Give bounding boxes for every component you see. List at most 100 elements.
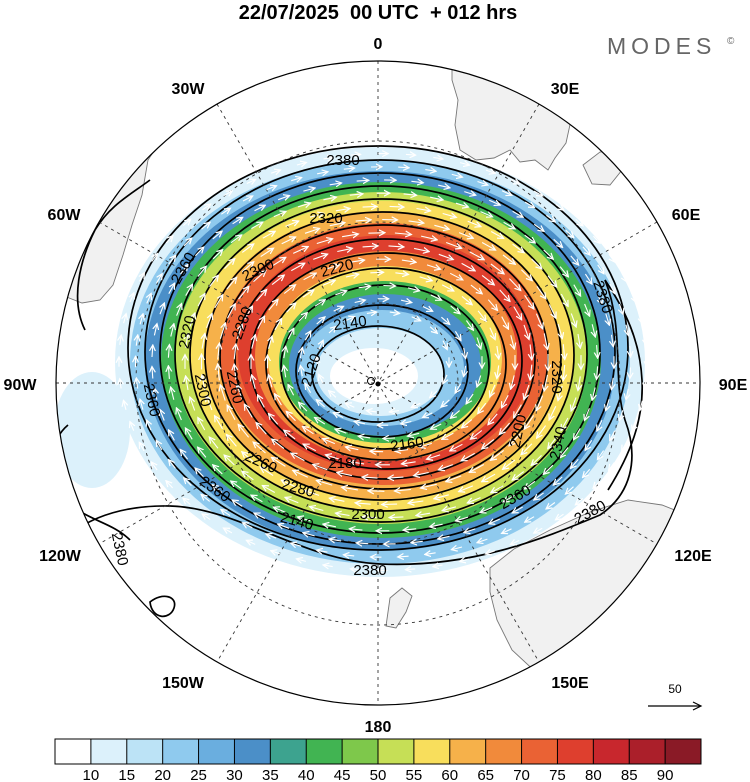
wind-arrow xyxy=(303,533,315,536)
wind-arrow xyxy=(575,219,583,226)
wind-arrow xyxy=(189,314,195,327)
wind-arrow xyxy=(165,236,172,244)
wind-arrow xyxy=(298,313,307,322)
wind-arrow xyxy=(205,314,212,329)
wind-arrow xyxy=(608,253,615,262)
wind-arrow xyxy=(534,528,543,533)
wind-arrow xyxy=(305,384,312,393)
wind-arrow xyxy=(482,438,495,448)
colorbar-tick-label: 10 xyxy=(83,767,100,782)
longitude-label-30e: 30E xyxy=(551,81,580,98)
longitude-label-30w: 30W xyxy=(172,81,206,98)
wind-arrow xyxy=(370,451,384,452)
wind-arrow xyxy=(441,284,453,291)
wind-arrow xyxy=(584,303,590,316)
wind-arrow xyxy=(171,388,174,400)
contour-label: 2380 xyxy=(108,531,132,567)
wind-arrow xyxy=(395,273,408,275)
wind-arrow xyxy=(566,486,574,494)
wind-arrow xyxy=(466,393,474,403)
wind-arrow xyxy=(455,203,468,207)
wind-arrow xyxy=(317,400,325,408)
wind-arrow xyxy=(632,293,636,302)
wind-arrow xyxy=(337,473,353,476)
wind-arrow xyxy=(441,399,450,407)
wind-arrow xyxy=(349,194,363,195)
contour-label-group: 2320 xyxy=(309,210,342,227)
wind-arrow xyxy=(389,312,399,313)
wind-arrow xyxy=(592,235,599,243)
wind-arrow xyxy=(278,524,290,528)
wind-arrow xyxy=(543,249,553,259)
wind-arrow xyxy=(246,180,255,184)
geopotential-contours xyxy=(56,145,644,618)
wind-arrow xyxy=(429,197,443,200)
wind-arrow xyxy=(291,178,301,181)
wind-arrow xyxy=(212,250,222,260)
contour-label-group: 2180 xyxy=(328,455,361,472)
wind-arrow xyxy=(237,385,243,400)
wind-arrow xyxy=(291,543,302,546)
colorbar: 10 15 20 25 30 35 40 45 50 55 60 65 70 75 80 85 90 xyxy=(54,738,702,782)
wind-arrow xyxy=(488,200,500,205)
wind-arrow xyxy=(319,341,323,350)
wind-arrow xyxy=(271,275,284,286)
wind-arrow xyxy=(309,214,323,218)
wind-arrow xyxy=(256,423,267,435)
wind-arrow xyxy=(546,214,555,221)
wind-arrow xyxy=(253,271,266,283)
wind-arrow xyxy=(232,218,243,225)
wind-arrow xyxy=(197,294,205,307)
wind-arrow xyxy=(130,422,134,431)
colorbar-tick-label: 75 xyxy=(549,767,566,782)
colorbar-tick-label: 25 xyxy=(190,767,207,782)
wind-arrow xyxy=(272,439,285,450)
wind-arrow xyxy=(533,223,543,231)
wind-arrow xyxy=(429,326,437,333)
wind-arrow xyxy=(502,395,509,407)
wind-arrow xyxy=(464,365,466,376)
contour-label: 2300 xyxy=(351,506,384,523)
longitude-label-0: 0 xyxy=(374,36,383,53)
wind-arrow xyxy=(220,385,226,401)
wind-arrow xyxy=(502,254,515,264)
wind-arrow xyxy=(336,513,350,515)
contour-label-group: 2360 xyxy=(140,382,164,418)
wind-arrow xyxy=(471,430,483,439)
wind-arrow xyxy=(461,295,472,304)
wind-arrow xyxy=(255,290,266,302)
wind-arrow xyxy=(401,422,412,424)
colorbar-tick-label: 65 xyxy=(477,767,494,782)
wind-arrow xyxy=(626,324,628,335)
wind-arrow xyxy=(497,365,499,378)
wind-arrow xyxy=(534,492,544,500)
wind-arrow xyxy=(544,333,547,349)
wind-arrow xyxy=(140,314,143,325)
wind-arrow xyxy=(316,239,332,245)
wind-arrow xyxy=(186,428,193,440)
wind-arrow xyxy=(426,265,440,269)
wind-arrow xyxy=(323,197,336,200)
colorbar-frame xyxy=(54,738,702,765)
wind-arrow xyxy=(304,444,317,452)
wind-arrow xyxy=(152,462,158,471)
contour-label-group: 2380 xyxy=(353,562,386,579)
wind-arrow xyxy=(198,448,207,458)
colorbar-swatch xyxy=(593,739,630,764)
contour-label: 2140 xyxy=(332,313,367,334)
wind-arrow xyxy=(524,294,534,308)
wind-arrow xyxy=(438,536,450,539)
wind-arrow xyxy=(266,186,276,190)
wind-arrow xyxy=(459,485,474,492)
wind-arrow xyxy=(452,547,463,550)
wind-arrow xyxy=(241,244,253,253)
wind-arrow xyxy=(282,480,296,488)
wind-arrow xyxy=(561,417,569,430)
wind-arrow xyxy=(405,154,415,155)
wind-arrow xyxy=(454,331,460,340)
wind-arrow xyxy=(366,312,376,313)
wind-arrow xyxy=(185,285,193,296)
wind-arrow xyxy=(560,447,569,458)
colorbar-swatch xyxy=(270,739,307,764)
wind-arrow xyxy=(355,422,366,424)
